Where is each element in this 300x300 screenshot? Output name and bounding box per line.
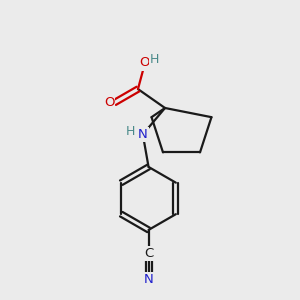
Text: N: N [144,273,153,286]
Text: N: N [138,128,148,141]
Text: O: O [140,56,150,70]
Text: O: O [104,96,114,109]
Text: C: C [144,248,153,260]
Text: H: H [150,53,159,67]
Text: H: H [125,125,135,138]
